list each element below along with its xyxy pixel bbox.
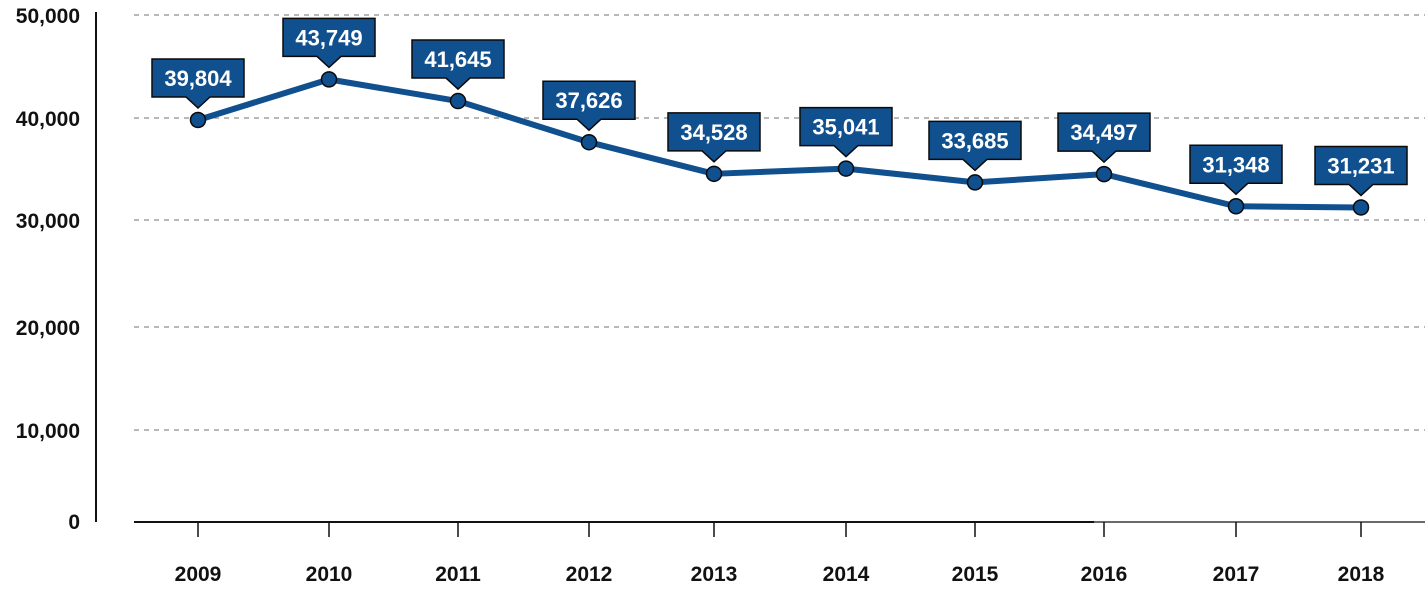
data-label-callout: 31,348 [1189, 144, 1283, 196]
data-point-marker [1095, 165, 1113, 183]
x-tick-label: 2017 [1213, 563, 1260, 586]
svg-text:34,497: 34,497 [1070, 120, 1137, 145]
y-tick-label: 40,000 [16, 108, 80, 131]
data-point-marker [580, 133, 598, 151]
x-tick-label: 2014 [823, 563, 870, 586]
svg-text:41,645: 41,645 [424, 47, 491, 72]
y-tick-label: 20,000 [16, 317, 80, 340]
svg-text:43,749: 43,749 [295, 25, 362, 50]
data-point-marker [449, 92, 467, 110]
data-point-marker [837, 160, 855, 177]
data-label-callout: 39,804 [151, 58, 245, 110]
y-tick-label: 0 [68, 511, 80, 534]
data-label-callout: 41,645 [411, 39, 505, 91]
data-series-line [189, 71, 1370, 216]
data-label-callout: 35,041 [799, 106, 893, 158]
data-point-marker [189, 111, 207, 129]
x-tick-label: 2015 [952, 563, 999, 586]
svg-text:31,231: 31,231 [1327, 153, 1394, 178]
svg-text:39,804: 39,804 [164, 66, 232, 91]
data-point-marker [320, 71, 338, 88]
svg-text:33,685: 33,685 [941, 128, 1008, 153]
data-label-callout: 34,497 [1057, 112, 1151, 164]
x-tick-label: 2009 [175, 563, 222, 586]
data-label-callout: 31,231 [1314, 145, 1408, 197]
data-label-callout: 37,626 [542, 80, 636, 132]
x-tick-label: 2012 [566, 563, 613, 586]
data-point-marker [1352, 199, 1370, 216]
data-point-marker [966, 174, 984, 191]
y-tick-label: 50,000 [16, 5, 80, 28]
x-tick-label: 2010 [306, 563, 353, 586]
data-point-marker [1227, 198, 1245, 215]
x-tick-label: 2016 [1081, 563, 1128, 586]
y-tick-label: 30,000 [16, 210, 80, 233]
x-tick-label: 2013 [691, 563, 738, 586]
x-tick-label: 2018 [1338, 563, 1385, 586]
y-tick-label: 10,000 [16, 420, 80, 443]
data-label-callout: 34,528 [667, 112, 761, 163]
x-tick-label: 2011 [435, 563, 481, 586]
data-label-callout: 33,685 [928, 120, 1022, 172]
x-axis: 2009 2010 2011 2012 2013 2014 2015 2016 2017 2018 [134, 521, 1425, 586]
svg-text:37,626: 37,626 [555, 88, 622, 113]
data-labels: 39,804 43,749 41,645 37,626 34,528 35,041 33,6… [151, 17, 1408, 197]
data-point-marker [705, 165, 723, 183]
svg-text:31,348: 31,348 [1202, 152, 1269, 177]
series-line [195, 76, 1364, 211]
data-label-callout: 43,749 [282, 17, 376, 69]
svg-text:34,528: 34,528 [680, 120, 747, 145]
svg-text:35,041: 35,041 [812, 115, 879, 140]
y-axis: 0 10,000 20,000 30,000 40,000 50,000 [16, 5, 97, 534]
